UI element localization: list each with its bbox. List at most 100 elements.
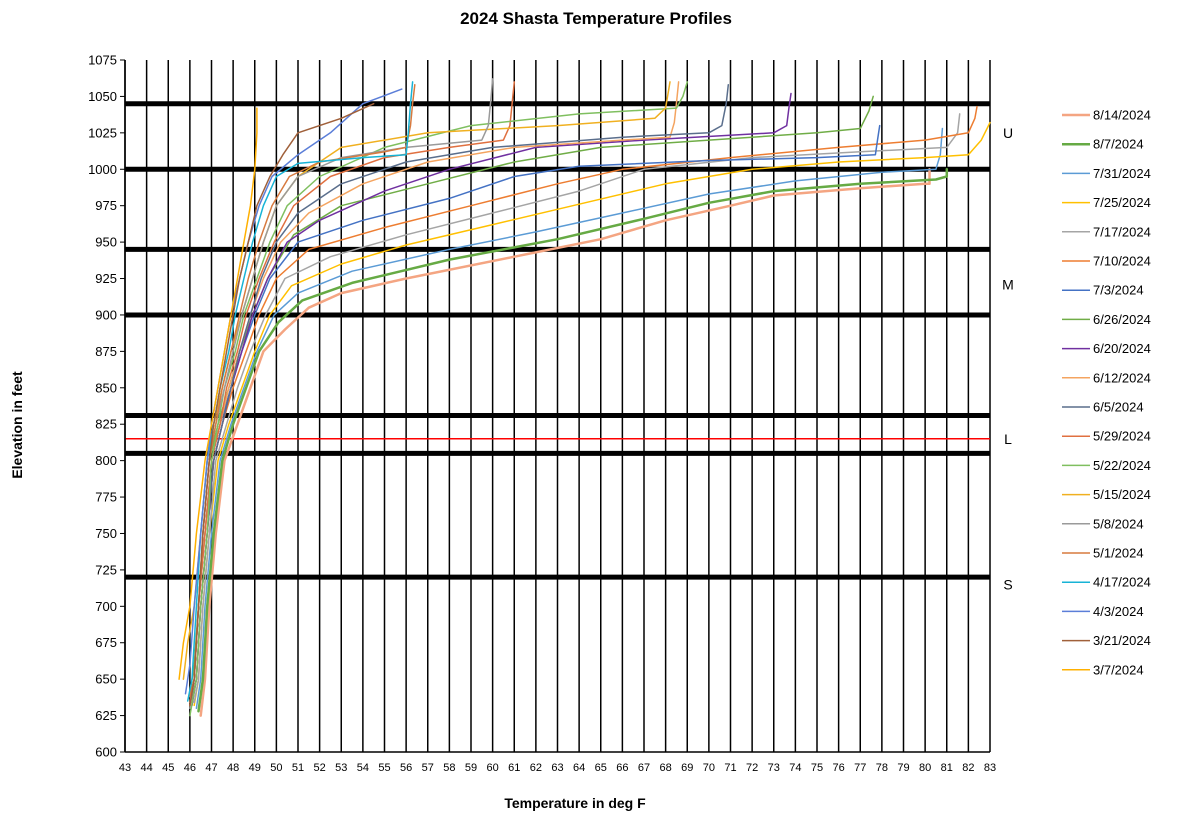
chart-title: 2024 Shasta Temperature Profiles (460, 9, 732, 28)
legend-label-14: 5/8/2024 (1093, 516, 1144, 531)
zone-label-U: U (1003, 125, 1013, 141)
x-tick-label-32: 75 (811, 762, 823, 774)
y-tick-label-8: 800 (95, 453, 117, 468)
x-tick-label-17: 60 (487, 762, 499, 774)
legend-label-15: 5/1/2024 (1093, 546, 1144, 561)
y-tick-label-13: 925 (95, 271, 117, 286)
legend-label-10: 6/5/2024 (1093, 400, 1144, 415)
y-tick-label-0: 600 (95, 745, 117, 760)
x-tick-label-35: 78 (876, 762, 888, 774)
x-tick-label-23: 66 (616, 762, 628, 774)
y-tick-label-18: 1050 (88, 89, 117, 104)
series-line-19 (178, 107, 258, 680)
series-line-18 (189, 102, 375, 707)
legend-label-17: 4/3/2024 (1093, 604, 1144, 619)
y-tick-label-6: 750 (95, 526, 117, 541)
axes (124, 60, 990, 753)
series-line-0 (199, 168, 931, 717)
y-tick-label-7: 775 (95, 490, 117, 505)
x-tick-label-4: 47 (205, 762, 217, 774)
x-tick-label-31: 74 (789, 762, 801, 774)
zone-label-S: S (1003, 576, 1012, 592)
x-tick-label-25: 68 (660, 762, 672, 774)
series-line-2 (195, 127, 944, 710)
legend-label-8: 6/20/2024 (1093, 341, 1151, 356)
x-tick-label-9: 52 (314, 762, 326, 774)
y-tick-label-3: 675 (95, 635, 117, 650)
x-tick-label-10: 53 (335, 762, 347, 774)
x-tick-label-30: 73 (768, 762, 780, 774)
series-line-12 (189, 81, 689, 717)
y-tick-label-4: 700 (95, 599, 117, 614)
legend-label-12: 5/22/2024 (1093, 458, 1151, 473)
gridlines (124, 60, 991, 752)
x-tick-label-11: 54 (357, 762, 369, 774)
legend-label-19: 3/7/2024 (1093, 662, 1144, 677)
legend: 8/14/2024 8/7/2024 7/31/2024 7/25/2024 7/17/… (1062, 108, 1151, 677)
legend-label-7: 6/26/2024 (1093, 312, 1151, 327)
legend-label-2: 7/31/2024 (1093, 166, 1151, 181)
x-tick-label-40: 83 (984, 762, 996, 774)
y-tick-label-14: 950 (95, 235, 117, 250)
series-line-1 (197, 168, 949, 713)
y-tick-label-19: 1075 (88, 53, 117, 68)
zone-label-M: M (1002, 276, 1014, 292)
x-tick-labels: 43 44 45 46 47 48 49 50 51 52 53 54 55 56 57 58 59 60 61 62… (119, 762, 996, 774)
legend-label-5: 7/10/2024 (1093, 254, 1151, 269)
series-line-11 (189, 81, 516, 698)
x-tick-label-8: 51 (292, 762, 304, 774)
zone-label-L: L (1004, 431, 1012, 447)
x-tick-label-15: 58 (443, 762, 455, 774)
x-tick-label-22: 65 (595, 762, 607, 774)
reference-lines (125, 101, 990, 580)
x-tick-label-34: 77 (854, 762, 866, 774)
series-line-7 (189, 95, 874, 695)
x-tick-label-14: 57 (422, 762, 434, 774)
x-tick-label-7: 50 (270, 762, 282, 774)
y-tick-label-11: 875 (95, 344, 117, 359)
y-tick-label-2: 650 (95, 672, 117, 687)
x-tick-label-29: 72 (746, 762, 758, 774)
x-tick-label-2: 45 (162, 762, 174, 774)
legend-label-3: 7/25/2024 (1093, 195, 1151, 210)
x-tick-label-6: 49 (249, 762, 261, 774)
x-tick-label-26: 69 (681, 762, 693, 774)
y-tick-label-9: 825 (95, 417, 117, 432)
x-tick-label-24: 67 (638, 762, 650, 774)
legend-label-16: 4/17/2024 (1093, 575, 1151, 590)
x-tick-label-33: 76 (833, 762, 845, 774)
legend-label-18: 3/21/2024 (1093, 633, 1151, 648)
legend-label-4: 7/17/2024 (1093, 224, 1151, 239)
x-tick-label-20: 63 (551, 762, 563, 774)
x-tick-label-16: 59 (465, 762, 477, 774)
x-tick-label-12: 55 (378, 762, 390, 774)
x-tick-label-37: 80 (919, 762, 931, 774)
series-lines (178, 78, 991, 717)
legend-label-11: 5/29/2024 (1093, 429, 1151, 444)
x-tick-label-13: 56 (400, 762, 412, 774)
legend-label-6: 7/3/2024 (1093, 283, 1144, 298)
x-tick-label-38: 81 (941, 762, 953, 774)
series-line-4 (193, 113, 961, 704)
x-axis-title: Temperature in deg F (504, 795, 646, 811)
series-line-6 (189, 124, 881, 698)
series-line-5 (191, 105, 978, 701)
y-tick-label-16: 1000 (88, 162, 117, 177)
x-tick-label-3: 46 (184, 762, 196, 774)
x-tick-label-19: 62 (530, 762, 542, 774)
x-tick-label-1: 44 (141, 762, 153, 774)
y-tick-label-10: 850 (95, 380, 117, 395)
series-line-8 (191, 92, 792, 707)
zone-labels: U M L S (1002, 125, 1014, 593)
legend-label-9: 6/12/2024 (1093, 370, 1151, 385)
x-tick-label-36: 79 (897, 762, 909, 774)
x-tick-label-18: 61 (508, 762, 520, 774)
x-tick-label-21: 64 (573, 762, 585, 774)
x-tick-label-27: 70 (703, 762, 715, 774)
legend-label-1: 8/7/2024 (1093, 137, 1144, 152)
x-tick-label-39: 82 (962, 762, 974, 774)
y-tick-labels: 600 625 650 675 700 725 750 775 800 825 850 875 900 9… (88, 53, 125, 760)
x-tick-label-28: 71 (724, 762, 736, 774)
y-axis-title: Elevation in feet (9, 371, 25, 479)
